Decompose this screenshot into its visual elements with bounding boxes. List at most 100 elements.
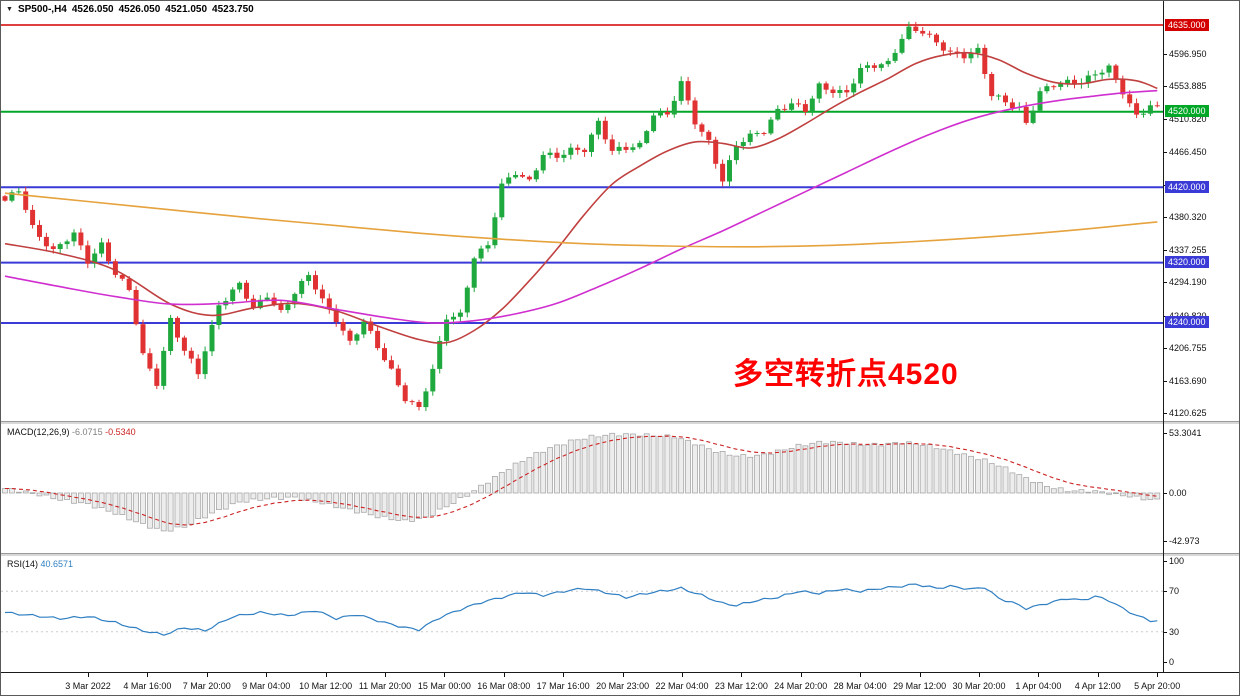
rsi-tick-label: 30 [1169,626,1180,637]
price-chart-panel[interactable] [1,1,1163,421]
time-axis-label: 4 Mar 16:00 [123,681,172,691]
ohlc-high-value: 4526.050 [118,4,161,15]
time-tick-mark [88,673,89,677]
time-tick-mark [860,673,862,677]
candlestick-chart[interactable] [1,1,1163,421]
time-axis-label: 3 Mar 2022 [65,681,111,691]
time-tick-mark [741,673,743,677]
price-level-badge: 4520.000 [1165,105,1209,118]
time-tick-mark [1157,673,1159,677]
time-tick-mark [503,673,505,677]
time-axis-label: 5 Apr 20:00 [1134,681,1181,691]
axis-tick-mark [1164,118,1167,120]
price-tick-label: 4120.625 [1169,407,1207,418]
time-tick-mark [385,673,386,677]
time-tick-mark [325,673,327,677]
macd-signal-value: -0.5340 [105,427,136,437]
panel-splitter-macd[interactable] [1,421,1239,424]
axis-tick-mark [1164,432,1167,434]
ohlc-open-value: 4526.050 [71,4,114,15]
time-tick-mark [266,673,268,677]
price-axis[interactable]: 4596.9504553.8854510.8204466.4504423.385… [1164,1,1239,673]
time-tick-mark [800,673,802,677]
rsi-tick-label: 0 [1169,657,1175,667]
axis-tick-mark [1164,152,1167,154]
rsi-name: RSI(14) [7,559,39,569]
macd-histogram-chart[interactable] [1,424,1163,553]
price-level-badge: 4320.000 [1165,256,1209,269]
price-tick-label: 4206.755 [1169,343,1207,354]
price-tick-label: 4510.820 [1169,113,1207,124]
time-axis-label: 7 Mar 20:00 [182,681,231,691]
time-axis-label: 22 Mar 04:00 [655,681,709,691]
rsi-indicator-label: RSI(14) 40.6571 [7,559,73,569]
price-tick-label: 4294.190 [1169,277,1207,288]
price-level-badge: 4240.000 [1165,316,1209,329]
time-tick-mark [206,673,208,677]
macd-tick-label: -42.973 [1169,536,1200,547]
time-axis-label: 23 Mar 12:00 [714,681,768,691]
axis-tick-mark [1164,315,1167,317]
price-tick-label: 4163.690 [1169,375,1207,386]
macd-name: MACD(12,26,9) [7,427,70,437]
macd-tick-label: 0.00 [1169,488,1187,498]
time-axis-label: 4 Apr 12:00 [1074,681,1121,691]
price-tick-label: 4249.820 [1169,311,1207,321]
price-tick-label: 4553.885 [1169,81,1207,92]
time-tick-mark [919,673,921,677]
time-tick-mark [979,673,980,677]
rsi-value: 40.6571 [40,559,74,569]
axis-tick-mark [1164,591,1167,593]
time-tick-mark [682,673,683,677]
axis-tick-mark [1164,662,1167,663]
chart-annotation-text[interactable]: 多空转折点4520 [733,358,959,391]
time-tick-mark [622,673,624,677]
price-tick-label: 4466.450 [1169,147,1207,158]
price-level-badge: 4420.000 [1165,180,1209,193]
price-axis-border [1163,1,1164,673]
axis-tick-mark [1164,412,1167,414]
axis-tick-mark [1164,631,1167,633]
time-tick-mark [563,673,565,677]
panel-splitter-rsi[interactable] [1,553,1239,556]
time-axis-label: 16 Mar 08:00 [477,681,531,691]
price-tick-label: 4596.950 [1169,48,1207,59]
ohlc-low-value: 4521.050 [165,4,208,15]
rsi-tick-label: 100 [1169,556,1185,566]
macd-panel[interactable] [1,424,1163,553]
rsi-line-chart[interactable] [1,556,1163,672]
axis-tick-mark [1164,380,1167,382]
time-axis-label: 11 Mar 20:00 [358,681,412,691]
axis-tick-mark [1164,53,1167,55]
time-tick-mark [147,673,149,677]
time-axis-label: 15 Mar 00:00 [417,681,471,691]
price-tick-label: 4380.320 [1169,212,1207,223]
axis-tick-mark [1164,541,1167,543]
price-tick-label: 4337.255 [1169,244,1207,255]
macd-tick-label: 53.3041 [1169,427,1202,438]
time-axis-label: 10 Mar 12:00 [299,681,353,691]
axis-tick-mark [1164,348,1167,350]
time-axis-label: 28 Mar 04:00 [833,681,887,691]
macd-main-value: -6.0715 [72,427,103,437]
axis-tick-mark [1164,282,1167,284]
price-level-badge: 4635.000 [1165,18,1209,31]
time-axis-label: 17 Mar 16:00 [536,681,590,691]
time-axis-border [1,672,1239,673]
rsi-panel[interactable] [1,556,1163,672]
macd-indicator-label: MACD(12,26,9) -6.0715 -0.5340 [7,427,136,437]
chart-ohlc-header: ▼ SP500-,H4 4526.050 4526.050 4521.050 4… [6,4,254,15]
axis-tick-mark [1164,86,1167,88]
axis-tick-mark [1164,493,1167,494]
collapse-arrow-icon[interactable]: ▼ [6,6,13,13]
axis-tick-mark [1164,249,1167,251]
time-axis[interactable]: 3 Mar 2022 4 Mar 16:00 7 Mar 20:00 9 Mar 04… [1,673,1239,695]
time-axis-label: 20 Mar 23:00 [596,681,650,691]
time-axis-label: 9 Mar 04:00 [242,681,291,691]
time-tick-mark [444,673,446,677]
rsi-tick-label: 70 [1169,586,1180,597]
symbol-timeframe-label: SP500-,H4 [17,4,67,15]
time-axis-label: 24 Mar 20:00 [774,681,828,691]
axis-tick-mark [1164,561,1167,562]
